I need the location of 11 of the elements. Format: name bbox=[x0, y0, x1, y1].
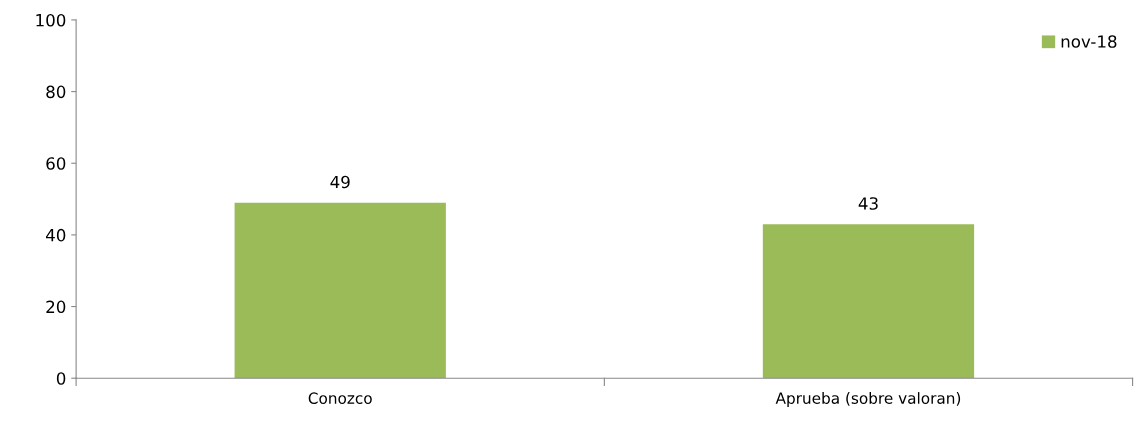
legend-label: nov-18 bbox=[1061, 35, 1117, 48]
x-tick-label: Conozco bbox=[308, 392, 372, 404]
x-tick-label: Aprueba (sobre valoran) bbox=[775, 392, 961, 407]
y-tick-label: 60 bbox=[46, 157, 66, 170]
y-tick-label: 80 bbox=[46, 85, 66, 99]
data-label: 49 bbox=[330, 175, 350, 189]
y-tick-label: 20 bbox=[46, 300, 66, 314]
y-tick-label: 100 bbox=[36, 13, 66, 27]
y-tick-label: 40 bbox=[46, 228, 66, 242]
y-tick-label: 0 bbox=[56, 372, 66, 385]
data-label: 43 bbox=[858, 197, 878, 210]
